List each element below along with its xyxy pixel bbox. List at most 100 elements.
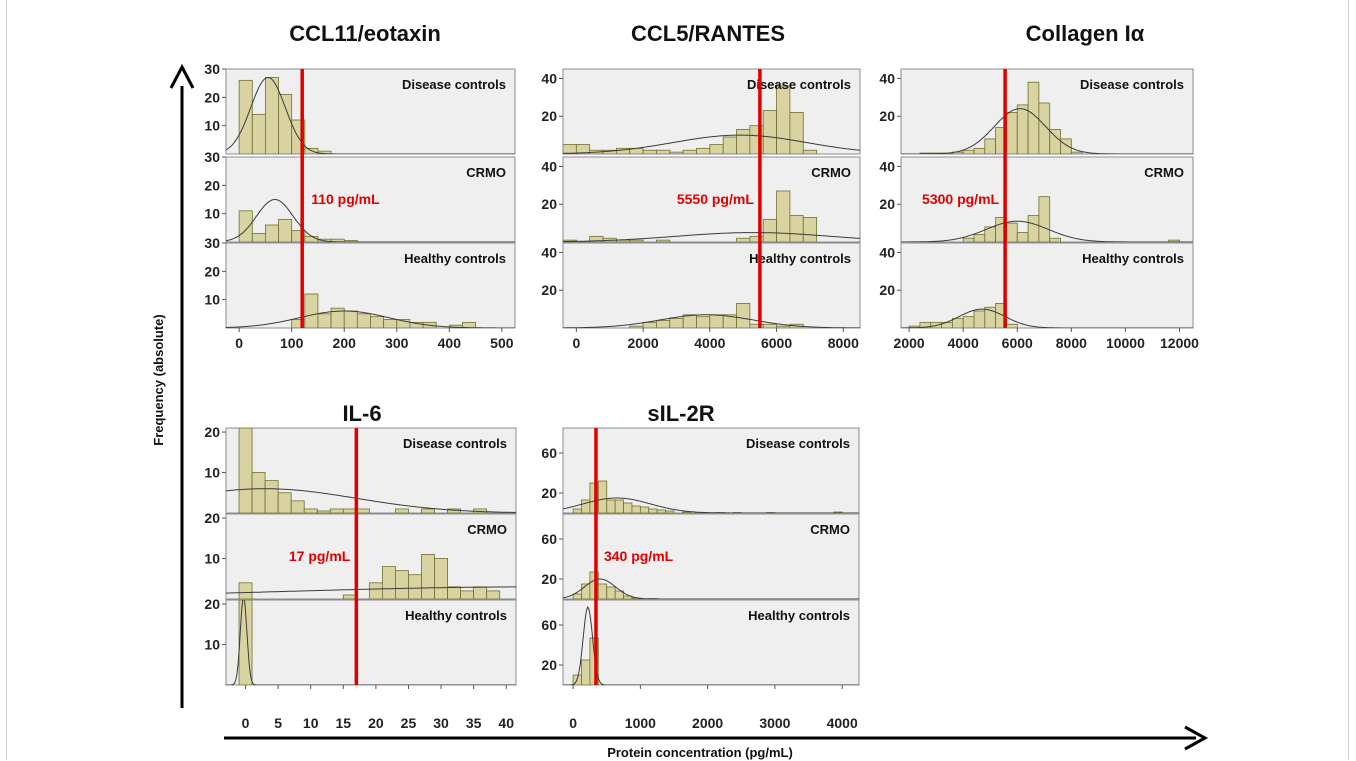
histogram-bar bbox=[951, 318, 964, 328]
figure-frame bbox=[6, 0, 1349, 760]
x-tick-label: 35 bbox=[466, 715, 482, 731]
normal-curve bbox=[563, 314, 860, 328]
histogram-bar bbox=[238, 582, 253, 599]
y-tick-label: 20 bbox=[541, 485, 557, 501]
x-tick-label: 100 bbox=[280, 335, 304, 351]
histogram-bar bbox=[642, 149, 657, 154]
y-tick-label: 40 bbox=[879, 70, 895, 86]
x-tick-label: 5 bbox=[274, 715, 282, 731]
y-tick-label: 20 bbox=[541, 282, 557, 298]
histogram-bar bbox=[383, 319, 398, 328]
histogram-bar bbox=[709, 314, 724, 328]
histogram-bar bbox=[639, 506, 650, 513]
histogram-bar bbox=[343, 310, 358, 328]
panel-crmo: 10 20 30 CRMO bbox=[204, 149, 516, 243]
histogram-bar bbox=[1016, 104, 1029, 154]
histogram-bar bbox=[984, 138, 997, 154]
histogram-bar bbox=[962, 316, 975, 328]
histogram-bar bbox=[973, 147, 986, 154]
panel-background bbox=[562, 242, 861, 329]
histogram-bar bbox=[669, 318, 684, 328]
histogram-bar bbox=[238, 210, 253, 242]
histogram-bar bbox=[1070, 151, 1083, 154]
histogram-bar bbox=[563, 144, 577, 154]
y-tick-label: 20 bbox=[204, 177, 220, 193]
histogram-bar bbox=[1016, 232, 1029, 242]
x-tick-label: 2000 bbox=[628, 335, 659, 351]
histogram-bar bbox=[648, 508, 658, 513]
histogram-bar bbox=[290, 500, 305, 513]
histogram-bar bbox=[656, 320, 671, 328]
normal-curve bbox=[563, 232, 860, 242]
normal-curve bbox=[563, 497, 859, 513]
histogram-bar bbox=[575, 144, 591, 154]
histogram-bar bbox=[1027, 215, 1040, 242]
x-tick-label: 0 bbox=[242, 715, 250, 731]
histogram-bar bbox=[736, 303, 751, 328]
chart-4: IL-6 10 20 Disease controls 10 20 CRMO 10 20 Heal… bbox=[204, 401, 517, 731]
histogram-bar bbox=[251, 233, 266, 242]
y-tick-label: 40 bbox=[879, 158, 895, 174]
histogram-bar bbox=[623, 595, 633, 599]
histogram-bar bbox=[251, 472, 266, 513]
histogram-bar bbox=[329, 508, 344, 513]
group-label: Disease controls bbox=[1080, 77, 1184, 92]
shared-axes: Frequency (absolute) Protein concentratio… bbox=[151, 63, 1209, 760]
x-tick-label: 15 bbox=[336, 715, 352, 731]
histogram-bar bbox=[656, 239, 671, 242]
y-tick-label: 60 bbox=[541, 445, 557, 461]
panel-background bbox=[562, 427, 860, 514]
group-label: CRMO bbox=[467, 522, 507, 537]
histogram-bar bbox=[631, 505, 641, 513]
histogram-bar bbox=[682, 511, 692, 513]
histogram-bar bbox=[1006, 323, 1018, 328]
x-tick-label: 4000 bbox=[827, 715, 858, 731]
x-tick-label: 0 bbox=[572, 335, 580, 351]
histogram-bar bbox=[762, 323, 777, 328]
y-tick-label: 20 bbox=[879, 282, 895, 298]
x-tick-label: 1000 bbox=[625, 715, 656, 731]
x-tick-label: 500 bbox=[490, 335, 514, 351]
histogram-bar bbox=[1049, 237, 1061, 242]
histogram-bar bbox=[342, 508, 357, 513]
histogram-bar bbox=[1006, 222, 1018, 242]
x-tick-label: 30 bbox=[433, 715, 449, 731]
chart-title: IL-6 bbox=[342, 401, 381, 426]
y-tick-label: 20 bbox=[204, 510, 220, 526]
histogram-bar bbox=[421, 508, 435, 513]
panel-background bbox=[900, 242, 1194, 329]
y-tick-label: 20 bbox=[204, 89, 220, 105]
histogram-bar bbox=[572, 593, 582, 599]
histogram-bar bbox=[789, 112, 804, 154]
histogram-bar bbox=[581, 659, 591, 685]
panel-disease-controls: 20 40 Disease controls bbox=[879, 68, 1194, 155]
histogram-bar bbox=[656, 149, 671, 154]
x-tick-label: 2000 bbox=[894, 335, 925, 351]
x-tick-label: 10000 bbox=[1106, 335, 1145, 351]
y-tick-label: 60 bbox=[541, 531, 557, 547]
panel-healthy-controls: 20 60 Healthy controls bbox=[541, 599, 860, 686]
group-label: Disease controls bbox=[746, 436, 850, 451]
x-tick-label: 10 bbox=[303, 715, 319, 731]
panel-disease-controls: 10 20 30 Disease controls bbox=[204, 61, 516, 155]
histogram-bar bbox=[572, 508, 582, 513]
chart-5: sIL-2R 20 60 Disease controls 20 60 CRMO 20 60 He… bbox=[541, 401, 860, 731]
y-tick-label: 10 bbox=[204, 551, 220, 567]
panel-crmo: 10 20 CRMO bbox=[204, 510, 517, 600]
group-label: Disease controls bbox=[403, 436, 507, 451]
histogram-bar bbox=[962, 149, 975, 154]
histogram-bar bbox=[1006, 112, 1018, 154]
histogram-bar bbox=[304, 235, 319, 242]
panel-background bbox=[562, 68, 861, 155]
chart-title: Collagen Iα bbox=[1026, 21, 1145, 46]
group-label: CRMO bbox=[811, 165, 851, 180]
histogram-bar bbox=[665, 510, 675, 513]
histogram-bar bbox=[597, 480, 608, 513]
histogram-bar bbox=[589, 637, 599, 685]
histogram-bar bbox=[629, 325, 644, 328]
chart-title: CCL5/RANTES bbox=[631, 21, 785, 46]
cutoff-label: 340 pg/mL bbox=[604, 548, 674, 564]
histogram-bar bbox=[1168, 239, 1180, 242]
histogram-bar bbox=[682, 149, 697, 154]
